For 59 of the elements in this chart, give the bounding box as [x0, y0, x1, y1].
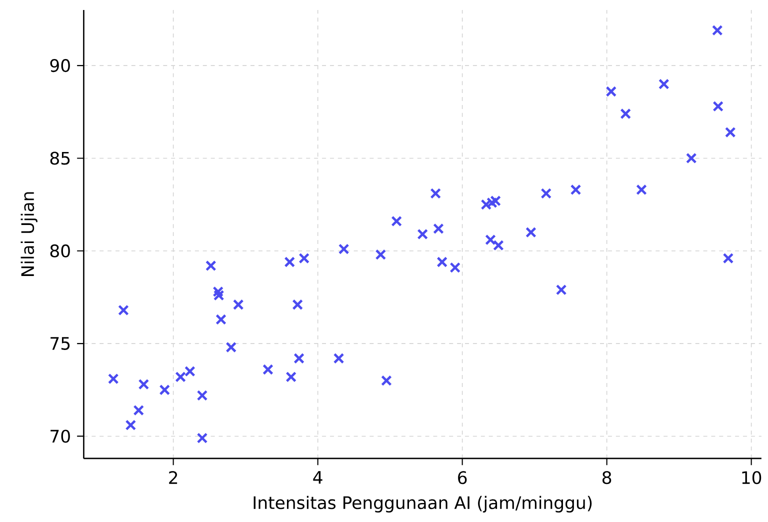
x-tick-label: 8 [602, 470, 612, 484]
point [333, 352, 344, 364]
y-tick-label: 70 [50, 430, 70, 443]
x-axis-title: Intensitas Penggunaan AI (jam/minggu) [254, 496, 592, 512]
point [213, 290, 224, 301]
point [338, 244, 350, 254]
y-axis-title: Nilai Ujian [20, 192, 38, 276]
y-tick-label: 90 [50, 58, 70, 72]
point [686, 152, 697, 164]
point [118, 304, 129, 316]
point [658, 78, 670, 90]
point [712, 24, 723, 36]
x-tick-label: 2 [169, 470, 178, 484]
point [125, 420, 136, 430]
point [138, 378, 150, 390]
point [436, 256, 448, 268]
point [286, 371, 297, 382]
point [526, 226, 536, 238]
point [196, 390, 208, 401]
point [417, 228, 428, 240]
point [636, 184, 647, 196]
point [570, 184, 582, 196]
point [232, 299, 244, 310]
point [493, 240, 504, 251]
point [724, 126, 736, 138]
point [212, 286, 224, 297]
point [606, 86, 617, 97]
point [620, 108, 632, 120]
point [391, 216, 402, 227]
x-tick-label: 4 [313, 470, 322, 484]
y-tick-label: 85 [50, 152, 70, 165]
point [381, 375, 392, 386]
point [133, 404, 144, 416]
point [205, 260, 216, 272]
point [159, 384, 170, 396]
point [184, 366, 196, 377]
point [722, 252, 734, 264]
point [433, 223, 444, 234]
point [298, 252, 310, 264]
point [262, 364, 274, 375]
point [556, 284, 567, 296]
point [284, 256, 296, 268]
point [216, 314, 226, 325]
point [226, 342, 237, 353]
point [375, 249, 386, 260]
point [294, 352, 304, 364]
x-tick-label: 6 [458, 470, 467, 484]
x-tick-label: 10 [742, 470, 762, 484]
y-tick-label: 75 [50, 337, 70, 350]
point [196, 432, 208, 444]
y-tick-label: 80 [50, 244, 70, 258]
point [712, 100, 724, 112]
point [485, 234, 496, 246]
point [540, 188, 552, 199]
point [430, 188, 442, 199]
point [108, 373, 119, 384]
point [175, 371, 186, 382]
point [450, 262, 461, 273]
point [292, 299, 304, 310]
